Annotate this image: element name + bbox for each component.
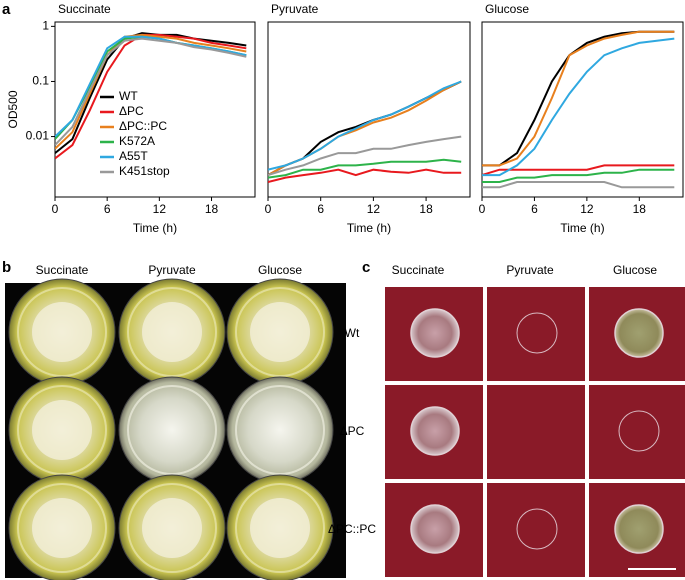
bacterial-growth (32, 302, 92, 362)
column-label: Succinate (36, 263, 89, 277)
series-line (482, 30, 675, 167)
x-tick-label: 0 (479, 202, 486, 216)
x-tick-label: 0 (265, 202, 272, 216)
plate (226, 376, 334, 484)
plate-rim (17, 385, 107, 475)
panel-label: b (2, 259, 11, 276)
colony-trace (516, 508, 558, 550)
column-label: Pyruvate (506, 263, 554, 277)
x-tick-label: 12 (367, 202, 381, 216)
legend-label: K451stop (119, 164, 170, 178)
x-axis-label: Time (h) (133, 221, 177, 235)
series-line (482, 37, 675, 177)
series-line (268, 168, 462, 183)
x-tick-label: 6 (104, 202, 111, 216)
plot-frame (54, 21, 256, 198)
bacterial-growth (142, 498, 202, 558)
bacterial-growth (32, 498, 92, 558)
colony-trace (618, 410, 660, 452)
column-label: Glucose (613, 263, 657, 277)
x-tick-label: 12 (153, 202, 167, 216)
plate-rim (127, 385, 217, 475)
column-label: Succinate (392, 263, 445, 277)
legend-label: A55T (119, 149, 148, 163)
row-label: ΔPC::PC (328, 522, 376, 536)
plate (118, 376, 226, 484)
bacterial-growth (142, 302, 202, 362)
series-line (55, 33, 247, 150)
legend-label: ΔPC::PC (119, 119, 167, 133)
colony (410, 308, 460, 358)
plate-rim (127, 287, 217, 377)
chart-title: Glucose (485, 2, 529, 16)
legend-label: ΔPC (119, 104, 144, 118)
x-tick-label: 18 (633, 202, 647, 216)
y-axis-label: OD500 (6, 90, 20, 128)
colony (410, 406, 460, 456)
row-label: ΔPC (340, 424, 365, 438)
plot-frame (481, 21, 684, 198)
series-line (268, 158, 462, 179)
y-tick-label: 0.01 (26, 129, 50, 143)
series-line (482, 168, 675, 183)
legend-label: K572A (119, 134, 155, 148)
bacterial-growth (32, 400, 92, 460)
x-axis-label: Time (h) (347, 221, 391, 235)
plate-photo (8, 278, 334, 580)
colony (410, 504, 460, 554)
x-tick-label: 18 (205, 202, 219, 216)
y-tick-label: 0.1 (32, 74, 49, 88)
column-label: Pyruvate (148, 263, 196, 277)
bacterial-growth (250, 302, 310, 362)
series-line (55, 35, 247, 138)
series-line (482, 181, 675, 189)
x-tick-label: 18 (419, 202, 433, 216)
panel-label: c (362, 259, 370, 276)
x-tick-label: 6 (531, 202, 538, 216)
series-line (482, 30, 675, 167)
series-line (268, 80, 462, 171)
plate-rim (17, 287, 107, 377)
colony (614, 308, 664, 358)
plate-rim (235, 287, 325, 377)
colony-photo (385, 287, 685, 577)
plot-frame (267, 21, 471, 198)
colony (614, 504, 664, 554)
series-line (55, 37, 247, 146)
panel-label: a (2, 1, 11, 18)
legend-label: WT (119, 89, 138, 103)
y-tick-label: 1 (42, 19, 49, 33)
plate-rim (235, 385, 325, 475)
chart-title: Pyruvate (271, 2, 319, 16)
agar-square (589, 385, 685, 479)
row-label: Wt (345, 326, 360, 340)
plate-rim (17, 483, 107, 573)
series-line (482, 164, 675, 177)
x-tick-label: 12 (580, 202, 594, 216)
agar-square (487, 483, 585, 577)
x-tick-label: 6 (317, 202, 324, 216)
agar-square (487, 385, 585, 479)
chart-title: Succinate (58, 2, 111, 16)
agar-square (487, 287, 585, 381)
x-tick-label: 0 (52, 202, 59, 216)
plate-rim (127, 483, 217, 573)
x-axis-label: Time (h) (560, 221, 604, 235)
colony-trace (516, 312, 558, 354)
bacterial-growth (250, 498, 310, 558)
column-label: Glucose (258, 263, 302, 277)
plate-rim (235, 483, 325, 573)
series-line (268, 135, 462, 177)
